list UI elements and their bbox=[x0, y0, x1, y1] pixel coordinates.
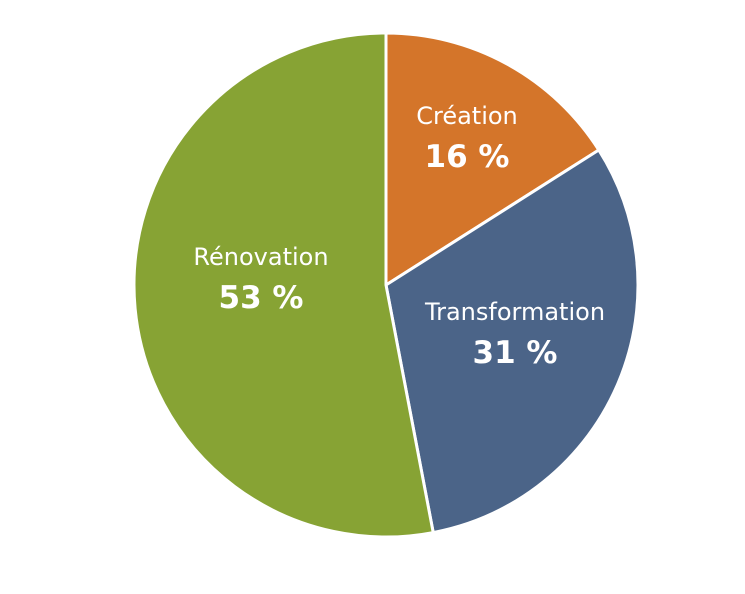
slice-value-creation: 16 % bbox=[425, 139, 510, 175]
slice-value-renovation: 53 % bbox=[219, 280, 304, 316]
pie-slices bbox=[132, 31, 640, 539]
slice-label-creation: Création bbox=[416, 102, 518, 130]
slice-label-transformation: Transformation bbox=[424, 298, 605, 326]
slice-label-renovation: Rénovation bbox=[193, 243, 328, 271]
pie-slice-creation bbox=[384, 31, 601, 287]
pie-labels: Création 16 % Transformation 31 % Rénovation… bbox=[193, 102, 605, 371]
pie-slice-renovation bbox=[132, 31, 435, 539]
slice-value-transformation: 31 % bbox=[473, 335, 558, 371]
pie-slice-transformation bbox=[384, 148, 640, 535]
